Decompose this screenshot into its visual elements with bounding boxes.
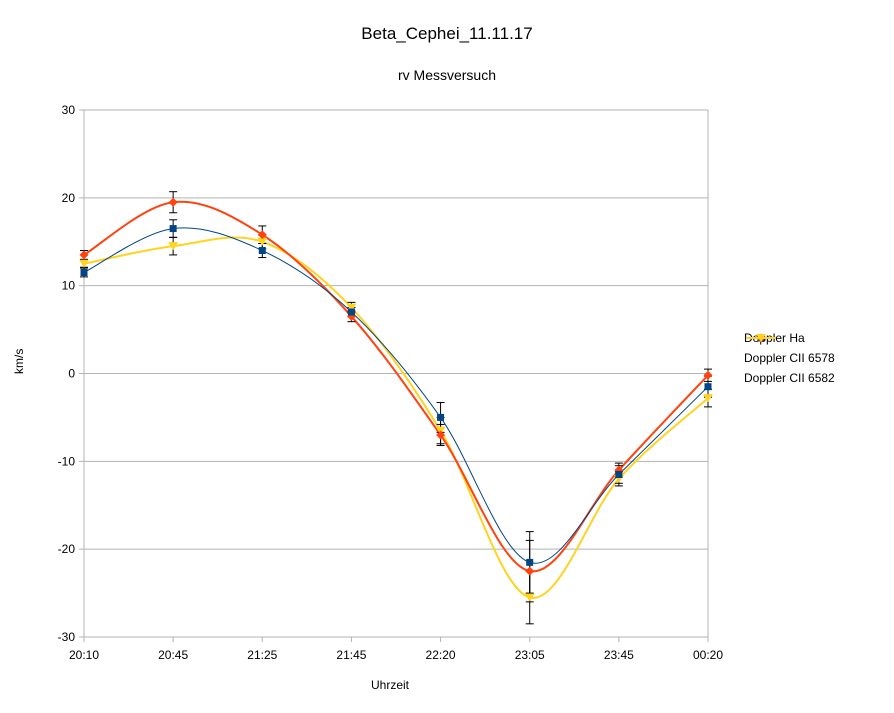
data-point <box>703 370 713 380</box>
x-axis-label: Uhrzeit <box>370 678 409 692</box>
x-tick-label: 22:20 <box>426 648 456 662</box>
data-point <box>526 558 534 566</box>
x-tick-label: 20:45 <box>158 648 188 662</box>
y-tick-label: 0 <box>68 367 75 381</box>
y-tick-label: 30 <box>62 103 76 117</box>
data-point <box>79 250 89 260</box>
legend-marker <box>756 334 766 342</box>
data-point <box>257 230 267 240</box>
x-tick-label: 23:05 <box>515 648 545 662</box>
legend-label: Doppler CII 6578 <box>744 351 835 365</box>
legend: Doppler Ha Doppler CII 6578 Doppler CII 65… <box>744 328 835 388</box>
legend-item: Doppler CII 6578 <box>744 333 835 368</box>
series-line <box>83 200 709 573</box>
x-tick-label: 20:10 <box>69 648 99 662</box>
y-tick-label: 20 <box>62 191 76 205</box>
x-tick-label: 23:45 <box>604 648 634 662</box>
chart-subtitle: rv Messversuch <box>397 67 497 83</box>
y-tick-label: -30 <box>58 630 76 644</box>
data-point <box>615 471 623 479</box>
y-tick-label: -10 <box>58 454 76 468</box>
data-point <box>169 225 177 233</box>
data-point <box>347 308 355 316</box>
data-point <box>703 394 713 403</box>
legend-item: Doppler CII 6582 <box>744 334 835 388</box>
data-point <box>257 237 268 246</box>
data-point <box>346 303 357 312</box>
data-point <box>437 413 445 421</box>
data-point <box>704 383 712 391</box>
data-point <box>258 247 266 255</box>
data-point <box>80 268 88 276</box>
chart-title: Beta_Cephei_11.11.17 <box>361 24 533 43</box>
x-tick-label: 21:25 <box>247 648 277 662</box>
data-point <box>436 430 446 440</box>
data-point <box>79 259 89 268</box>
data-point <box>168 197 178 207</box>
y-axis-label: km/s <box>12 348 26 374</box>
legend-swatch <box>746 334 776 342</box>
legend-label: Doppler CII 6582 <box>744 371 835 385</box>
data-point <box>168 242 179 251</box>
data-point <box>524 593 535 602</box>
x-tick-label: 21:45 <box>336 648 366 662</box>
data-point <box>525 566 535 576</box>
x-tick-label: 00:20 <box>693 648 723 662</box>
y-tick-label: -20 <box>58 542 76 556</box>
series-line <box>83 227 709 564</box>
series-line <box>83 236 709 599</box>
y-tick-label: 10 <box>62 279 76 293</box>
